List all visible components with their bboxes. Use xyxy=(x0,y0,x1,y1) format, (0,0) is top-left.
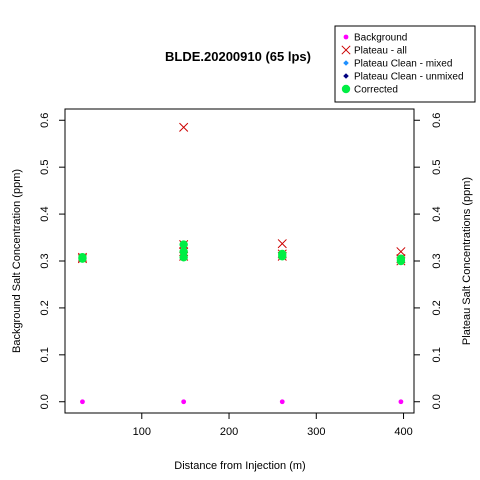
y-tick-label: 0.6 xyxy=(39,113,51,128)
plot-area-frame xyxy=(64,108,415,414)
background-point xyxy=(80,399,85,405)
x-tick-label: 200 xyxy=(220,426,238,438)
series-layer xyxy=(77,122,406,405)
legend-marker-background xyxy=(343,34,349,40)
y2-tick-label: 0.0 xyxy=(431,394,443,409)
background-point xyxy=(181,399,187,405)
series-plateau-all xyxy=(77,122,406,266)
series-plateau-clean-unmixed xyxy=(79,248,404,263)
legend-marker-plateau-clean-mixed xyxy=(343,60,349,66)
y-tick-label: 0.1 xyxy=(39,347,51,362)
legend: Background Plateau - all Plateau Clean - m… xyxy=(334,25,476,103)
y2-tick-label: 0.2 xyxy=(431,300,443,315)
chart-title: BLDE.20200910 (65 lps) xyxy=(165,49,311,64)
background-point xyxy=(398,399,404,405)
y-tick-label: 0.5 xyxy=(39,160,51,175)
legend-marker-plateau-clean-unmixed xyxy=(343,73,349,79)
series-background xyxy=(80,399,404,405)
plateau-all-point xyxy=(277,239,287,249)
corrected-point xyxy=(179,253,188,262)
x-tick-label: 400 xyxy=(394,426,412,438)
corrected-point xyxy=(396,256,406,266)
corrected-point xyxy=(179,240,188,249)
legend-marker-corrected xyxy=(341,84,351,94)
y2-tick-label: 0.4 xyxy=(431,206,443,221)
legend-label-plateau-all: Plateau - all xyxy=(354,46,407,57)
legend-label-plateau-clean-mixed: Plateau Clean - mixed xyxy=(354,59,452,70)
y-tick-label: 0.0 xyxy=(39,394,51,409)
series-plateau-clean-mixed xyxy=(79,241,404,264)
corrected-point xyxy=(278,252,287,261)
y2-tick-label: 0.1 xyxy=(431,347,443,362)
y-tick-label: 0.2 xyxy=(39,300,51,315)
y-tick-label: 0.3 xyxy=(39,253,51,268)
background-point xyxy=(279,399,285,405)
plateau-all-point xyxy=(179,122,189,132)
legend-label-plateau-clean-unmixed: Plateau Clean - unmixed xyxy=(354,72,464,83)
y-tick-label: 0.4 xyxy=(39,206,51,221)
y2-tick-label: 0.5 xyxy=(431,160,443,175)
legend-label-corrected: Corrected xyxy=(354,85,398,96)
series-corrected xyxy=(78,240,406,266)
x-tick-label: 300 xyxy=(307,426,325,438)
y2-tick-label: 0.6 xyxy=(431,113,443,128)
plateau-all-point xyxy=(396,247,406,257)
legend-label-background: Background xyxy=(354,33,407,44)
y2-axis-label: Plateau Salt Concentrations (ppm) xyxy=(461,177,473,345)
legend-marker-plateau-all xyxy=(341,45,351,55)
x-axis-label: Distance from Injection (m) xyxy=(174,460,305,472)
y2-tick-label: 0.3 xyxy=(431,253,443,268)
corrected-point xyxy=(78,253,87,262)
x-tick-label: 100 xyxy=(133,426,151,438)
y-axis-label: Background Salt Concentration (ppm) xyxy=(11,169,23,353)
legend-box xyxy=(334,25,476,103)
axis-layer: 100 200 300 400 0.0 0.0 0.1 0.1 0.2 0.2 0.3 0.3 0.4 0… xyxy=(39,113,443,438)
